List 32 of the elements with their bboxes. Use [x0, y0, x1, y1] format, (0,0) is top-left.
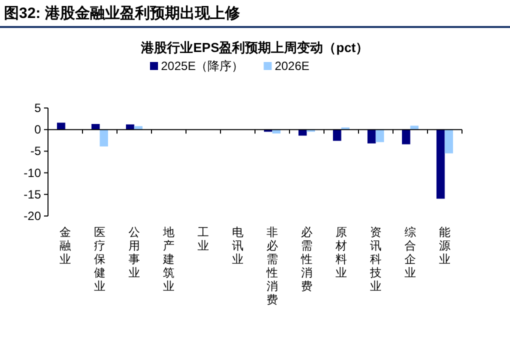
x-tick-label: 必需性消费 [300, 225, 313, 293]
y-tick-label: -10 [24, 166, 42, 180]
bar [100, 130, 108, 146]
bar [444, 130, 454, 154]
x-tick-label: 地产建筑业 [162, 226, 175, 293]
bar [56, 122, 66, 130]
y-tick-label: 0 [34, 122, 42, 137]
legend-label: 2025E（降序） [161, 59, 244, 73]
x-tick-label: 资讯科技业 [368, 226, 382, 293]
x-tick-label: 公用事业 [128, 226, 140, 280]
bar [436, 130, 445, 199]
x-tick-label: 医疗保健业 [94, 226, 106, 293]
bar [376, 130, 384, 142]
x-tick-label: 金融业 [59, 226, 72, 266]
y-tick-label: -20 [24, 209, 42, 223]
bar [367, 130, 376, 144]
bar [402, 130, 410, 144]
bar [298, 130, 307, 136]
x-tick-label: 综合企业 [404, 225, 416, 280]
x-tick-label: 电讯业 [232, 226, 244, 266]
x-tick-label: 原材料业 [334, 226, 348, 280]
chart-title: 图32: 港股金融业盈利预期出现上修 [4, 5, 241, 22]
x-tick-label: 非必需性消费 [265, 226, 278, 306]
x-tick-label: 工业 [197, 226, 210, 252]
bar [332, 130, 342, 141]
chart-subtitle: 港股行业EPS盈利预期上周变动（pct） [140, 40, 369, 55]
x-tick-label: 能源业 [438, 226, 451, 266]
y-tick-label: -15 [24, 187, 42, 202]
legend-label: 2026E [274, 59, 310, 73]
y-tick-label: -5 [30, 144, 42, 158]
bar [91, 124, 100, 130]
y-tick-label: 5 [34, 101, 42, 115]
